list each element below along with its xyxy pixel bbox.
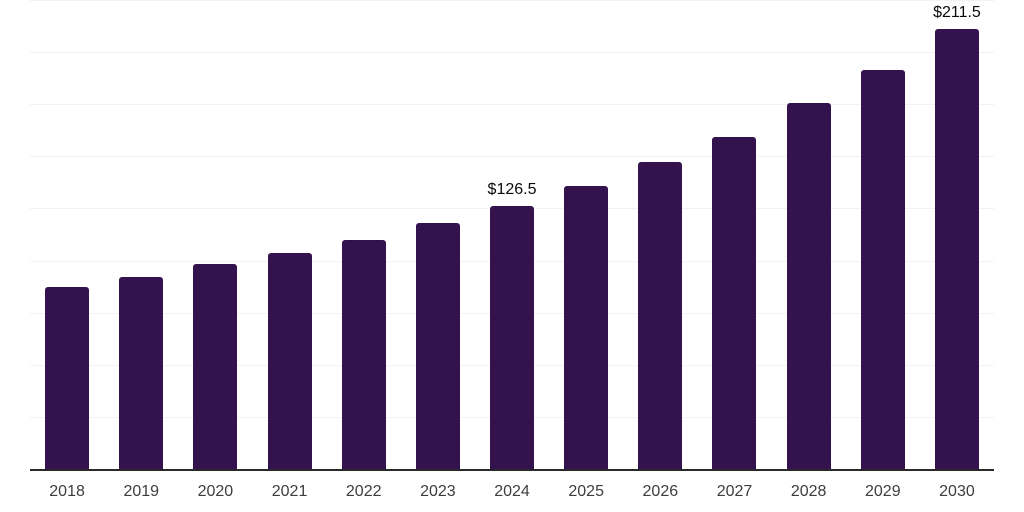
bar-group-2024: $126.5 (475, 0, 549, 470)
bar-2028 (786, 103, 831, 470)
bar-2025 (564, 185, 609, 470)
bar-2018 (45, 286, 90, 470)
x-tick-label-2023: 2023 (420, 483, 456, 500)
x-tick-label-2018: 2018 (49, 483, 85, 500)
x-tick-label-2025: 2025 (568, 483, 604, 500)
bar-group-2021 (252, 0, 326, 470)
x-tick-label-2024: 2024 (494, 483, 530, 500)
bar-group-2020 (178, 0, 252, 470)
x-tick-label-2022: 2022 (345, 483, 382, 500)
bar-value-label: $211.5 (933, 4, 981, 22)
bar-group-2023 (401, 0, 475, 470)
x-tick-label-2027: 2027 (716, 483, 753, 500)
gridline (30, 156, 994, 158)
bar-group-2028 (772, 0, 846, 470)
bar-2020 (193, 263, 238, 470)
bar-group-2018 (30, 0, 104, 470)
bars: $126.5 $211.5 (30, 0, 994, 470)
gridline (30, 52, 994, 54)
gridline (30, 104, 994, 106)
bar-2024 (490, 206, 535, 470)
bar-2021 (267, 253, 312, 470)
bar-group-2029 (846, 0, 920, 470)
bar-2026 (638, 161, 683, 470)
x-axis-line (30, 469, 994, 471)
bar-value-label: $126.5 (487, 181, 537, 199)
bar-2029 (860, 69, 905, 470)
x-axis-labels: 2018 2019 2020 2021 2022 2023 2024 2025 2026 2027… (30, 484, 994, 500)
bar-2019 (119, 277, 164, 470)
bar-group-2026 (623, 0, 697, 470)
bar-2023 (415, 223, 460, 470)
x-tick-label-2020: 2020 (197, 483, 234, 500)
bar-2022 (341, 239, 386, 470)
bar-2030 (934, 29, 979, 470)
x-tick-label-2019: 2019 (123, 483, 160, 500)
x-tick-label-2030: 2030 (939, 483, 975, 500)
bar-group-2030: $211.5 (920, 0, 994, 470)
plot-area: $126.5 $211.5 (30, 0, 994, 471)
x-tick-label-2029: 2029 (865, 483, 901, 500)
bar-group-2019 (104, 0, 178, 470)
bar-group-2027 (697, 0, 771, 470)
gridline (30, 0, 994, 2)
x-tick-label-2021: 2021 (271, 483, 308, 500)
bar-2027 (712, 136, 757, 470)
bar-group-2022 (327, 0, 401, 470)
x-tick-label-2028: 2028 (790, 483, 827, 500)
x-tick-label-2026: 2026 (642, 483, 679, 500)
bar-group-2025 (549, 0, 623, 470)
